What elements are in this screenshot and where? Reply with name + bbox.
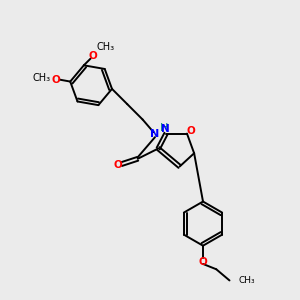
Text: N: N [161, 124, 170, 134]
Text: O: O [113, 160, 122, 170]
Text: O: O [52, 75, 61, 85]
Text: CH₃: CH₃ [32, 73, 50, 83]
Text: CH₃: CH₃ [238, 276, 255, 285]
Text: O: O [88, 51, 97, 61]
Text: N: N [150, 129, 160, 139]
Text: O: O [187, 126, 196, 136]
Text: H: H [160, 123, 169, 133]
Text: CH₃: CH₃ [96, 42, 114, 52]
Text: O: O [199, 257, 207, 267]
